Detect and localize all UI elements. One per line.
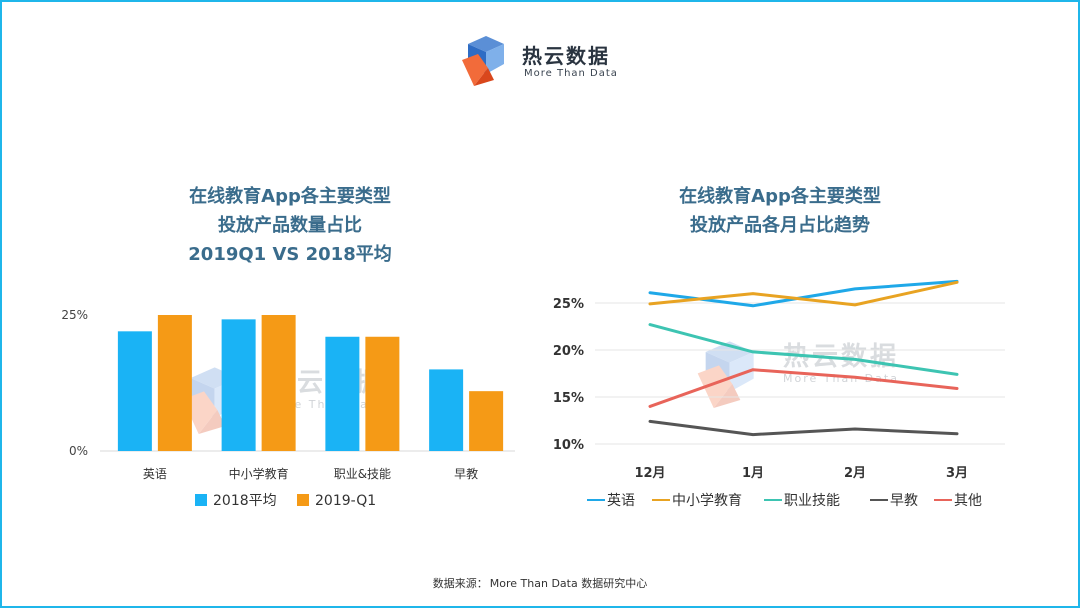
line-legend-label: 英语 (607, 492, 635, 509)
line-x-tick-label: 12月 (634, 466, 665, 481)
data-source-label: 数据来源： (432, 577, 488, 590)
bar-2018平均 (117, 331, 152, 451)
line-chart-title-line: 在线教育App各主要类型 (679, 186, 881, 207)
data-source: 数据来源： More Than Data 数据研究中心 (0, 575, 1080, 591)
line-y-tick-label: 10% (553, 438, 584, 453)
bar-chart-title: 在线教育App各主要类型 投放产品数量占比 2019Q1 VS 2018平均 (140, 182, 440, 269)
brand-tagline: More Than Data (524, 68, 618, 79)
bar-category-label: 中小学教育 (229, 466, 289, 481)
line-x-tick-label: 1月 (742, 466, 764, 481)
bar-category-label: 职业&技能 (334, 467, 391, 481)
line-x-tick-label: 2月 (844, 466, 866, 481)
bar-2019-Q1 (157, 315, 192, 451)
bar-y-tick-label: 0% (69, 444, 88, 458)
line-legend-label: 职业技能 (784, 493, 840, 509)
bar-2018平均 (221, 319, 256, 451)
line-series-早教 (648, 419, 959, 437)
bar-chart-title-line: 2019Q1 VS 2018平均 (188, 244, 392, 265)
bar-2019-Q1 (469, 391, 504, 451)
line-legend-label: 中小学教育 (672, 493, 742, 509)
bar-legend-label: 2019-Q1 (315, 493, 376, 509)
brand-name: 热云数据 (522, 44, 610, 68)
brand-logo: 热云数据 More Than Data (460, 34, 630, 90)
bar-2018平均 (325, 336, 360, 451)
data-source-text: More Than Data 数据研究中心 (489, 577, 648, 590)
line-y-tick-label: 20% (553, 344, 584, 359)
line-y-tick-label: 25% (553, 297, 584, 312)
bar-category-label: 英语 (143, 467, 167, 481)
bar-2018平均 (429, 369, 464, 451)
line-y-tick-label: 15% (553, 391, 584, 406)
bar-legend-swatch (195, 494, 207, 506)
bar-2019-Q1 (365, 336, 400, 451)
bar-y-tick-label: 25% (61, 308, 88, 322)
bar-legend-swatch (297, 494, 309, 506)
line-chart-title-line: 投放产品各月占比趋势 (690, 215, 870, 236)
bar-chart-title-line: 投放产品数量占比 (218, 215, 362, 236)
line-chart-title: 在线教育App各主要类型 投放产品各月占比趋势 (630, 182, 930, 240)
bar-chart-title-line: 在线教育App各主要类型 (189, 186, 391, 207)
bar-category-label: 早教 (454, 466, 478, 481)
line-series-中小学教育 (648, 280, 959, 307)
line-legend-label: 早教 (890, 493, 918, 509)
cube-logo-icon (462, 36, 504, 86)
line-legend-label: 其他 (954, 493, 982, 509)
line-series-其他 (648, 368, 959, 408)
bar-2019-Q1 (261, 315, 296, 451)
bar-legend-label: 2018平均 (213, 493, 277, 509)
line-series-职业技能 (648, 323, 959, 376)
line-x-tick-label: 3月 (946, 466, 968, 481)
